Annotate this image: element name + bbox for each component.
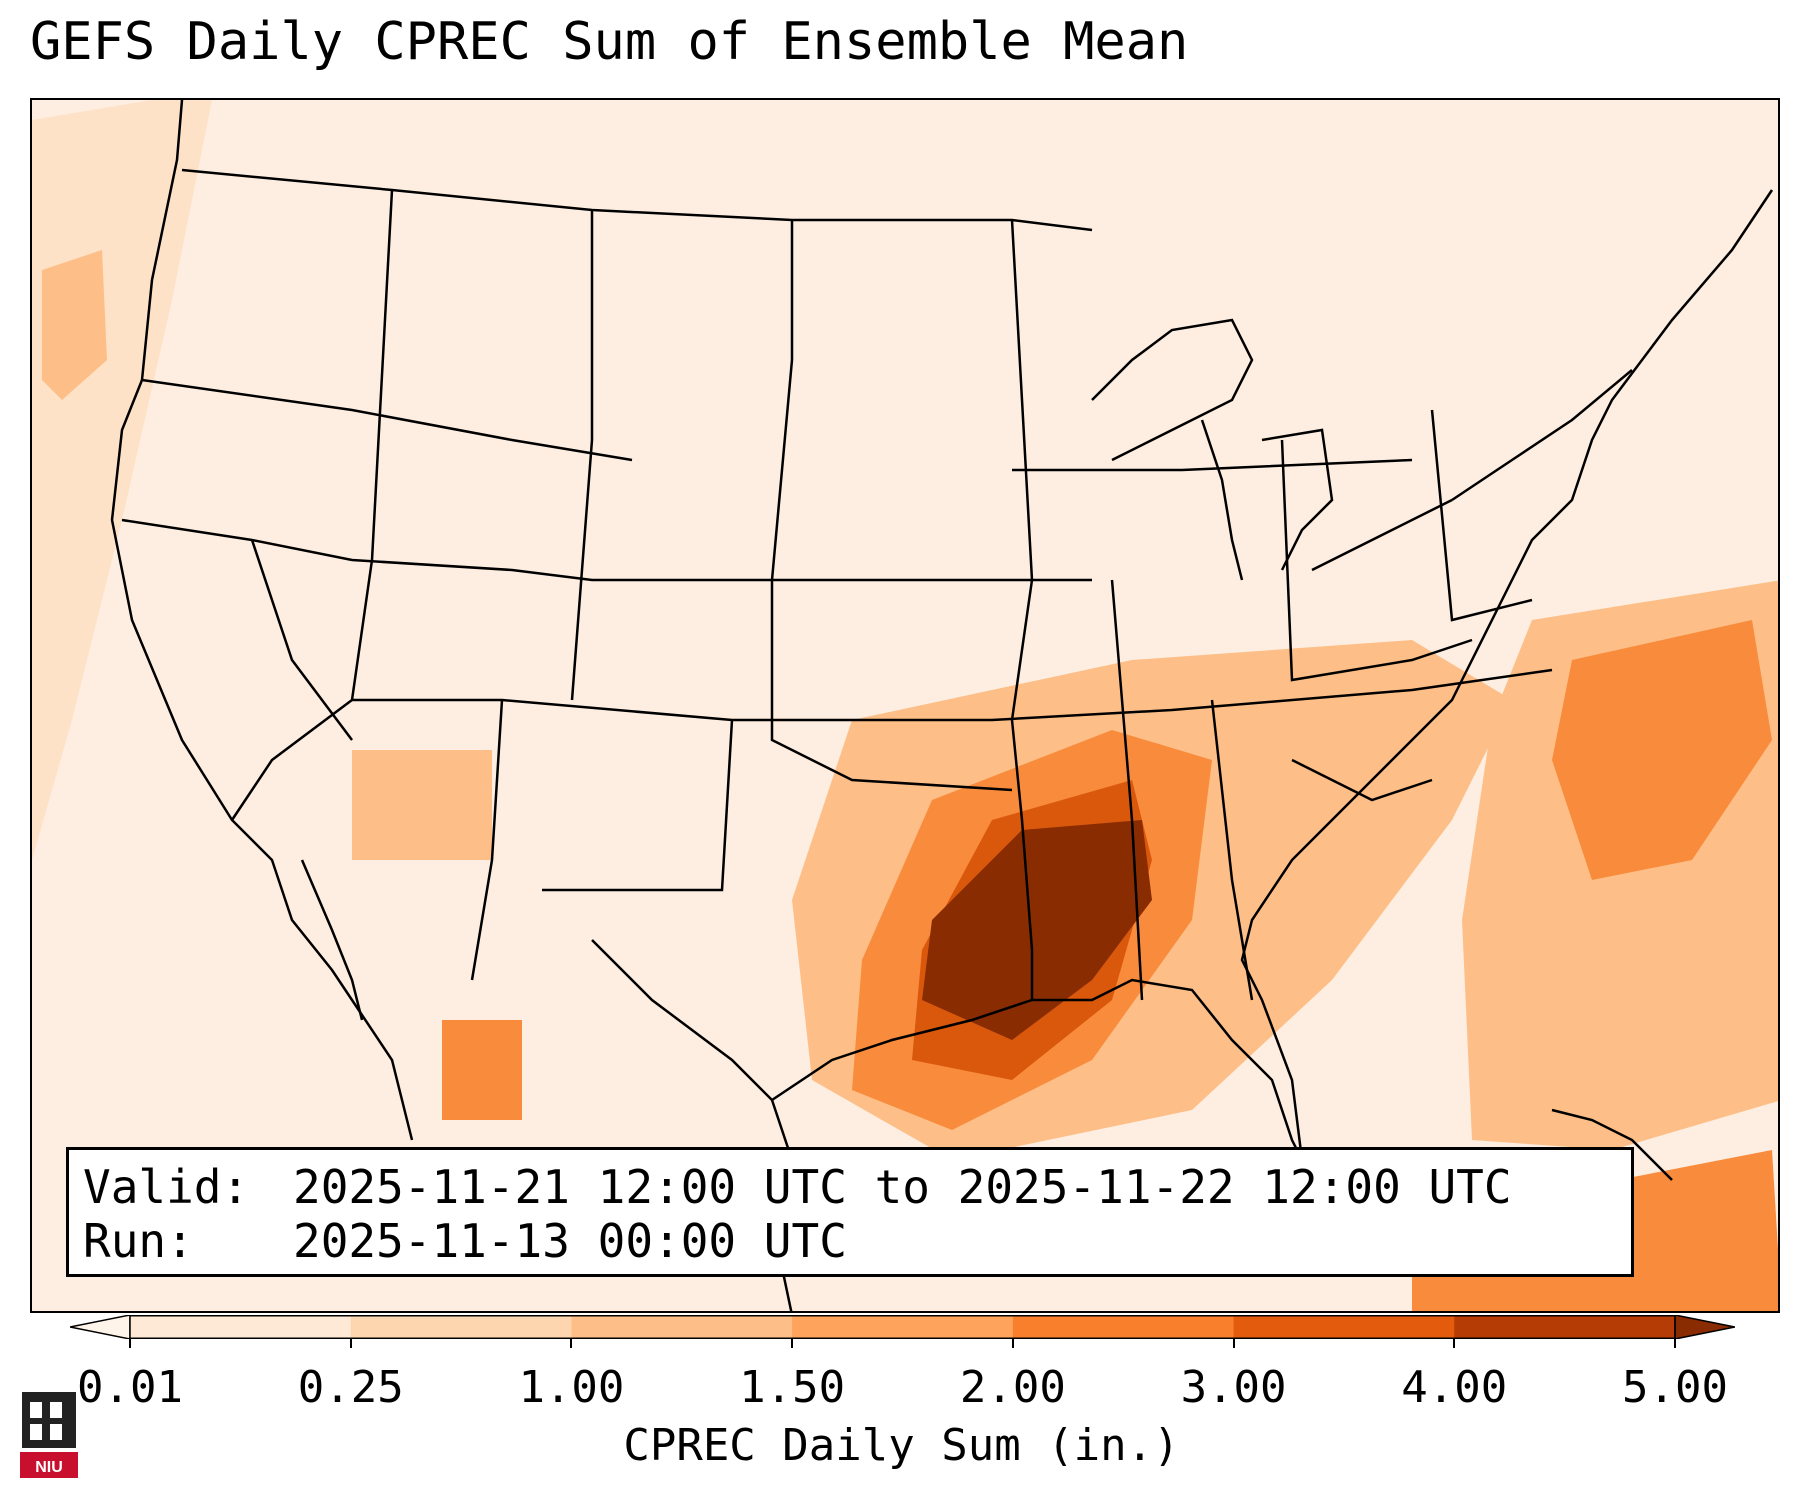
colorbar-label: CPREC Daily Sum (in.) xyxy=(623,1420,1180,1471)
colorbar-segment xyxy=(1012,1315,1235,1339)
border-or-id xyxy=(141,378,633,462)
border-ia-il-in xyxy=(1012,458,1413,472)
colorbar-tick xyxy=(570,1338,573,1348)
colorbar-tick-label: 1.00 xyxy=(518,1362,625,1413)
valid-run-info-box: Valid: 2025-11-21 12:00 UTC to 2025-11-22… xyxy=(66,1147,1634,1277)
colorbar-extend-high xyxy=(1674,1315,1735,1339)
map-canvas xyxy=(32,100,1778,1311)
colorbar-tick-label: 1.50 xyxy=(739,1362,846,1413)
colorbar-segment xyxy=(792,1315,1014,1339)
west-coastline xyxy=(110,100,414,1141)
great-lakes-erie xyxy=(1311,498,1453,572)
border-al-ga xyxy=(1210,699,1254,1001)
colorbar-segment xyxy=(571,1315,793,1339)
great-lakes-huron xyxy=(1261,428,1334,571)
colorbar xyxy=(70,1315,1735,1339)
colorbar-segments xyxy=(70,1315,1735,1339)
colorbar-tick-label: 5.00 xyxy=(1622,1362,1728,1413)
colorbar-segment xyxy=(1454,1315,1676,1339)
border-mississippi xyxy=(1010,219,1034,1000)
run-row: Run: 2025-11-13 00:00 UTC xyxy=(83,1214,1617,1268)
border-ca-nv xyxy=(250,539,353,741)
great-lakes-michigan xyxy=(1200,419,1244,581)
run-key: Run: xyxy=(83,1214,194,1268)
colorbar-segment xyxy=(130,1315,352,1339)
border-tx-ok xyxy=(770,580,1013,792)
baja-coastline xyxy=(300,859,364,1021)
border-nm-tx xyxy=(542,719,734,892)
bahamas-outline xyxy=(1551,1108,1673,1181)
colorbar-extend-low xyxy=(70,1315,131,1339)
border-sc-ga xyxy=(1291,758,1433,802)
precip-mexico xyxy=(442,1020,522,1120)
colorbar-segment xyxy=(350,1315,572,1339)
colorbar-tick-label: 2.00 xyxy=(959,1362,1066,1413)
precip-max-core xyxy=(922,820,1152,1040)
precip-map xyxy=(30,98,1780,1313)
colorbar-tick-label: 3.00 xyxy=(1180,1362,1287,1413)
border-az-nm xyxy=(470,699,504,981)
precip-atlantic-inner xyxy=(1552,620,1772,880)
colorbar-tick xyxy=(349,1338,352,1348)
border-nd-mt xyxy=(770,220,794,581)
colorbar-segment xyxy=(1233,1315,1455,1339)
gulf-atlantic-coastline xyxy=(771,189,1774,1161)
valid-row: Valid: 2025-11-21 12:00 UTC to 2025-11-22… xyxy=(83,1160,1617,1214)
st-lawrence xyxy=(1451,369,1633,502)
state-boundaries xyxy=(121,168,1553,1001)
colorbar-tick xyxy=(1232,1338,1235,1348)
valid-key: Valid: xyxy=(83,1160,250,1214)
border-pa-ny xyxy=(1430,409,1533,622)
colorbar-tick-label: 0.25 xyxy=(297,1362,404,1413)
border-nv-ut-co xyxy=(121,518,1092,582)
border-ms-al xyxy=(1110,579,1144,1001)
precip-pacific-band xyxy=(42,250,107,400)
precip-field xyxy=(32,100,1778,1311)
valid-value: 2025-11-21 12:00 UTC to 2025-11-22 12:00… xyxy=(293,1160,1512,1214)
logo-text: NIU xyxy=(35,1459,63,1476)
map-title: GEFS Daily CPREC Sum of Ensemble Mean xyxy=(30,12,1189,72)
border-oh-wv xyxy=(1280,439,1473,682)
precip-arizona xyxy=(352,750,492,860)
colorbar-tick-label: 4.00 xyxy=(1401,1362,1508,1413)
colorbar-tick xyxy=(129,1338,131,1348)
run-value: 2025-11-13 00:00 UTC xyxy=(293,1214,847,1268)
border-id-nv xyxy=(350,189,394,701)
colorbar-tick xyxy=(1674,1338,1676,1348)
colorbar-tick xyxy=(791,1338,794,1348)
border-canada xyxy=(181,168,1093,232)
colorbar-tick xyxy=(1453,1338,1456,1348)
niu-logo: NIU xyxy=(20,1392,78,1478)
colorbar-tick xyxy=(1011,1338,1014,1348)
colorbar-tick-label: 0.01 xyxy=(77,1362,183,1413)
border-mt-wy xyxy=(570,210,594,701)
great-lakes-superior xyxy=(1091,318,1254,462)
